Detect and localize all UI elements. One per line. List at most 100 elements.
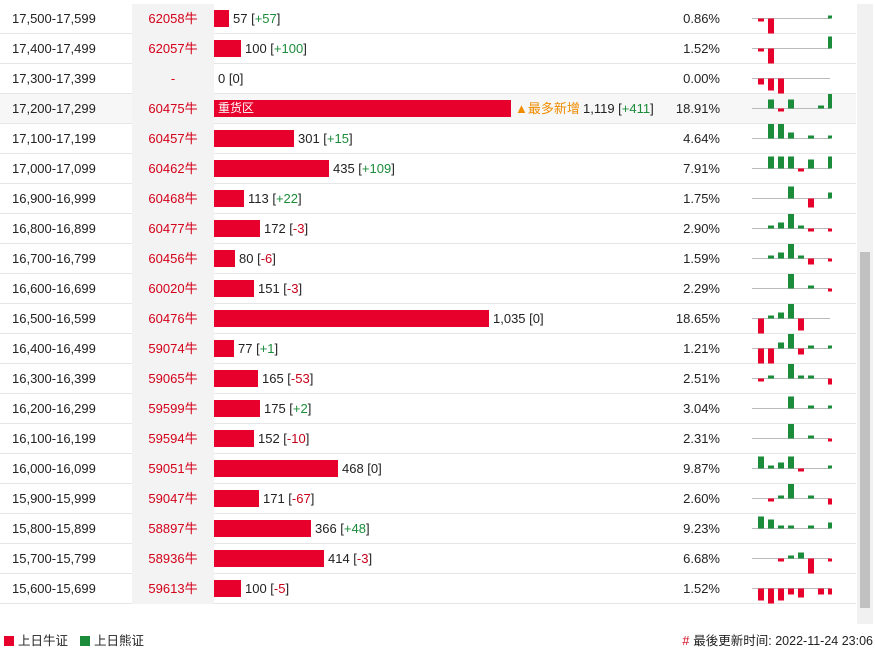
sparkline-bar xyxy=(828,378,832,385)
cbbc-code-link[interactable]: 60477牛 xyxy=(132,214,214,244)
quantity-change: -3 xyxy=(292,221,305,236)
quantity-change: -67 xyxy=(291,491,311,506)
cbbc-code-link[interactable]: 60468牛 xyxy=(132,184,214,214)
quantity-bracket: ] xyxy=(305,431,310,446)
cbbc-code-link[interactable]: 60020牛 xyxy=(132,274,214,304)
sparkline-bar xyxy=(798,588,804,598)
cbbc-code-link[interactable]: 60475牛 xyxy=(132,94,214,124)
quantity-value: 165 [-53] xyxy=(262,364,313,394)
quantity-change: +100 xyxy=(273,41,304,56)
sparkline-bar xyxy=(828,465,832,469)
sparkline-bar xyxy=(828,558,832,562)
cbbc-code-link[interactable]: 59051牛 xyxy=(132,454,214,484)
cbbc-code-link[interactable]: 59613牛 xyxy=(132,574,214,604)
quantity-bracket: ] xyxy=(310,491,315,506)
quantity-change: -3 xyxy=(286,281,299,296)
cbbc-code-link[interactable]: 60456牛 xyxy=(132,244,214,274)
history-sparkline xyxy=(752,588,832,604)
percentage: 9.87% xyxy=(683,461,720,476)
strike-range: 17,200-17,299 xyxy=(12,101,96,116)
sparkline-bar xyxy=(808,228,814,232)
quantity-count: 468 [ xyxy=(342,461,371,476)
sparkline-bar xyxy=(798,552,804,559)
bar-cell: 468 [0] xyxy=(214,454,664,484)
cbbc-code-link[interactable]: 62058牛 xyxy=(132,4,214,34)
quantity-count: 366 [ xyxy=(315,521,344,536)
quantity-change: +411 xyxy=(621,101,651,116)
sparkline-bar xyxy=(758,378,764,382)
quantity-count: 1,035 [ xyxy=(493,311,533,326)
bar-cell: 301 [+15] xyxy=(214,124,664,154)
cbbc-code-link[interactable]: 60457牛 xyxy=(132,124,214,154)
bar-cell: 100 [-5] xyxy=(214,574,664,604)
sparkline-bar xyxy=(788,525,794,529)
cbbc-code-link[interactable]: 59074牛 xyxy=(132,334,214,364)
quantity-value: 0 [0] xyxy=(218,64,243,94)
sparkline-bar xyxy=(758,78,764,85)
cbbc-code-link[interactable]: 59047牛 xyxy=(132,484,214,514)
strike-range: 17,100-17,199 xyxy=(12,131,96,146)
percentage: 2.60% xyxy=(683,491,720,506)
sparkline-bar xyxy=(788,484,794,499)
history-sparkline xyxy=(752,552,832,574)
quantity-change: 0 xyxy=(370,461,379,476)
table-row: 16,900-16,999 60468牛 113 [+22] 1.75% xyxy=(0,184,856,214)
strike-range: 16,900-16,999 xyxy=(12,191,96,206)
history-sparkline xyxy=(752,78,830,94)
quantity-bracket: ] xyxy=(368,551,373,566)
cbbc-code-link[interactable]: 58936牛 xyxy=(132,544,214,574)
bar-cell: 80 [-6] xyxy=(214,244,664,274)
sparkline-bar xyxy=(808,495,814,499)
sparkline-bar xyxy=(808,135,814,139)
cbbc-code-link[interactable]: 59594牛 xyxy=(132,424,214,454)
quantity-count: 100 [ xyxy=(245,41,274,56)
hash-icon: # xyxy=(682,634,690,648)
table-row: 16,400-16,499 59074牛 77 [+1] 1.21% xyxy=(0,334,856,364)
table-row: 16,100-16,199 59594牛 152 [-10] 2.31% xyxy=(0,424,856,454)
quantity-value: 151 [-3] xyxy=(258,274,302,304)
quantity-count: 165 [ xyxy=(262,371,291,386)
quantity-change: -3 xyxy=(356,551,369,566)
sparkline-bar xyxy=(798,348,804,355)
cbbc-code-link[interactable]: 60462牛 xyxy=(132,154,214,184)
percentage: 1.75% xyxy=(683,191,720,206)
cbbc-code-link[interactable]: 59065牛 xyxy=(132,364,214,394)
history-sparkline xyxy=(752,36,832,64)
sparkline-bar xyxy=(828,288,832,292)
cbbc-code-link[interactable]: 58897牛 xyxy=(132,514,214,544)
quantity-value: 77 [+1] xyxy=(238,334,278,364)
table-row: 16,200-16,299 59599牛 175 [+2] 3.04% xyxy=(0,394,856,424)
bar-label: 重货区 xyxy=(218,101,255,115)
sparkline-bar xyxy=(828,15,832,19)
percentage: 4.64% xyxy=(683,131,720,146)
table-row: 17,200-17,299 60475牛 重货区 ▲最多新增 1,119 [+411] 1… xyxy=(0,94,856,124)
quantity-count: 301 [ xyxy=(298,131,327,146)
bar-cell: 1,035 [0] xyxy=(214,304,664,334)
history-sparkline xyxy=(752,396,832,409)
sparkline-bar xyxy=(758,456,764,469)
cbbc-code-link[interactable]: 59599牛 xyxy=(132,394,214,424)
quantity-change: +22 xyxy=(275,191,299,206)
sparkline-bar xyxy=(788,364,794,379)
percentage: 1.21% xyxy=(683,341,720,356)
strike-range: 16,500-16,599 xyxy=(12,311,96,326)
bar-cell: 414 [-3] xyxy=(214,544,664,574)
sparkline-bar xyxy=(768,375,774,379)
quantity-value: 172 [-3] xyxy=(264,214,308,244)
sparkline-bar xyxy=(808,258,814,265)
cbbc-code-link[interactable]: 62057牛 xyxy=(132,34,214,64)
percentage: 18.65% xyxy=(675,311,720,326)
sparkline-bar xyxy=(788,186,794,199)
history-sparkline xyxy=(752,364,832,385)
cbbc-code-link[interactable]: 60476牛 xyxy=(132,304,214,334)
sparkline-bar xyxy=(808,558,814,574)
bear-swatch-icon xyxy=(80,636,90,646)
sparkline-bar xyxy=(798,318,804,331)
quantity-change: +15 xyxy=(326,131,349,146)
quantity-bracket: ] xyxy=(298,191,302,206)
strike-range: 16,100-16,199 xyxy=(12,431,96,446)
sparkline-bar xyxy=(778,525,784,529)
scrollbar-thumb[interactable] xyxy=(860,252,870,608)
history-sparkline xyxy=(752,214,832,232)
quantity-value: 175 [+2] xyxy=(264,394,311,424)
